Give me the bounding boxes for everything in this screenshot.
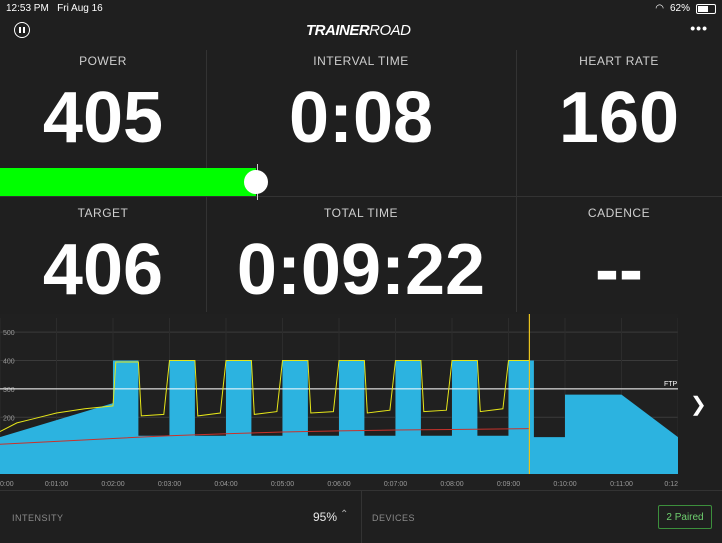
metrics-panel: POWER 405 INTERVAL TIME 0:08 HEART RATE …	[0, 46, 722, 314]
power-value: 405	[42, 78, 164, 158]
target-metric: TARGET 406	[0, 206, 206, 306]
heart-rate-value: 160	[558, 78, 680, 158]
wifi-icon: ◠	[655, 3, 664, 14]
x-tick-label: 0:01:00	[45, 481, 68, 488]
cadence-label: CADENCE	[587, 206, 651, 220]
ftp-label: FTP	[664, 381, 678, 388]
bottom-bar: INTENSITY 95% ⌃ DEVICES 2 Paired	[0, 490, 722, 543]
y-tick-label: 200	[3, 415, 15, 422]
x-tick-label: 0:05:00	[271, 481, 294, 488]
divider	[0, 196, 722, 197]
intensity-label: INTENSITY	[12, 513, 64, 523]
divider	[516, 50, 517, 312]
chevron-right-icon[interactable]: ❯	[690, 394, 707, 416]
chevron-up-icon[interactable]: ⌃	[340, 509, 349, 520]
power-trace	[0, 360, 530, 432]
paired-devices-button[interactable]: 2 Paired	[658, 505, 712, 529]
total-time-metric: TOTAL TIME 0:09:22	[206, 206, 516, 306]
x-tick-label: 0:02:00	[101, 481, 124, 488]
power-indicator-knob	[244, 170, 268, 194]
y-tick-label: 400	[3, 359, 15, 366]
more-options-icon[interactable]: •••	[690, 20, 708, 36]
cadence-metric: CADENCE --	[516, 206, 722, 306]
power-target-bar	[0, 168, 256, 196]
x-tick-label: 0:00	[0, 481, 14, 488]
x-tick-label: 0:06:00	[327, 481, 350, 488]
trainerroad-logo: TRAINERROAD	[306, 22, 411, 39]
x-tick-label: 0:11:00	[610, 481, 633, 488]
workout-chart-svg: 500 400 300 200 FTP 0:00 0:01:00 0:02:00 0:03:00…	[0, 314, 678, 490]
interval-time-value: 0:08	[288, 78, 434, 158]
heart-rate-label: HEART RATE	[579, 54, 659, 68]
target-value: 406	[42, 230, 164, 310]
x-tick-label: 0:08:00	[440, 481, 463, 488]
status-date: Fri Aug 16	[57, 3, 103, 14]
y-tick-label: 300	[3, 387, 15, 394]
target-label: TARGET	[77, 206, 129, 220]
intensity-value[interactable]: 95%	[313, 510, 338, 524]
top-bar: TRAINERROAD •••	[0, 18, 722, 46]
status-bar: 12:53 PM Fri Aug 16 ◠ 62%	[0, 0, 722, 18]
cadence-value: --	[595, 230, 643, 310]
y-tick-label: 500	[3, 330, 15, 337]
devices-label: DEVICES	[372, 513, 416, 523]
heart-rate-metric: HEART RATE 160	[516, 54, 722, 154]
heart-rate-trace	[0, 428, 530, 445]
battery-icon	[696, 3, 716, 14]
total-time-value: 0:09:22	[236, 230, 486, 310]
power-label: POWER	[79, 54, 127, 68]
battery-percent: 62%	[669, 3, 690, 14]
x-tick-label: 0:07:00	[384, 481, 407, 488]
interval-time-metric: INTERVAL TIME 0:08	[206, 54, 516, 154]
divider	[361, 491, 362, 543]
total-time-label: TOTAL TIME	[324, 206, 398, 220]
x-tick-label: 0:10:00	[553, 481, 576, 488]
interval-time-label: INTERVAL TIME	[313, 54, 409, 68]
x-tick-label: 0:04:00	[214, 481, 237, 488]
workout-chart: 500 400 300 200 FTP 0:00 0:01:00 0:02:00 0:03:00…	[0, 314, 678, 490]
status-time: 12:53 PM	[6, 3, 49, 14]
power-metric: POWER 405	[0, 54, 206, 154]
x-tick-label: 0:03:00	[158, 481, 181, 488]
pause-button[interactable]	[14, 22, 30, 38]
x-tick-label: 0:12	[664, 481, 678, 488]
x-tick-label: 0:09:00	[497, 481, 520, 488]
